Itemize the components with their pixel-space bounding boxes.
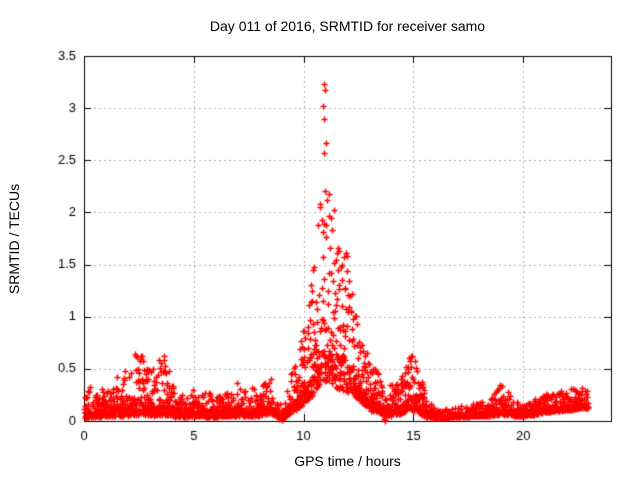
y-axis-label: SRMTID / TECUs xyxy=(6,183,22,295)
x-axis-label: GPS time / hours xyxy=(294,453,401,469)
chart-title: Day 011 of 2016, SRMTID for receiver sam… xyxy=(209,18,486,34)
